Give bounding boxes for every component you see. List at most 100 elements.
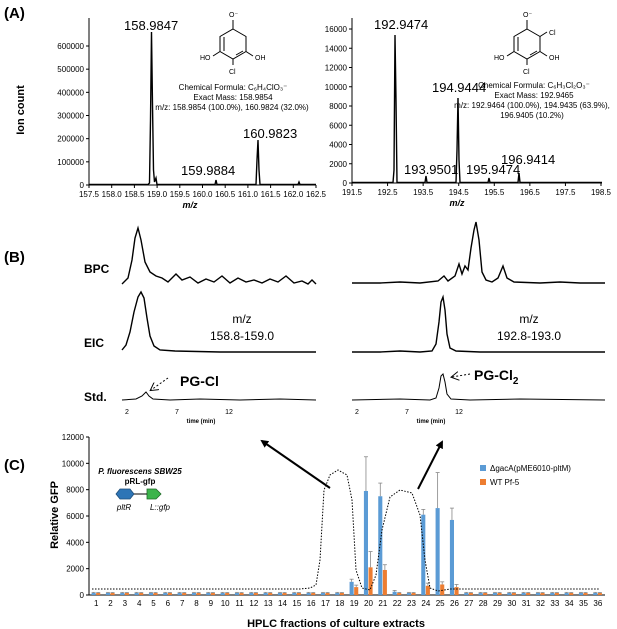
gfp-bar-wt-11 [239, 593, 244, 595]
formula-right-2: Exact Mass: 192.9465 [494, 91, 574, 100]
eic-trace-right [352, 294, 605, 353]
gfp-tick-label: 12000 [62, 433, 85, 442]
y-tick-label: 16000 [325, 25, 348, 34]
y-tick-label: 500000 [57, 65, 84, 74]
fraction-label: 3 [123, 599, 128, 608]
gfp-bar-gaca-16 [306, 593, 311, 595]
time-tick-right-7: 7 [405, 409, 409, 416]
gfp-bar-wt-34 [569, 593, 574, 595]
gfp-bar-wt-26 [454, 587, 459, 595]
ion-count-ticks: 0 100000 200000 300000 400000 500000 600000 [57, 42, 89, 190]
gfp-bar-gaca-36 [593, 593, 598, 595]
fraction-label: 19 [350, 599, 359, 608]
y-tick-label: 400000 [57, 88, 84, 97]
gfp-bar-wt-33 [554, 593, 559, 595]
fraction-label: 8 [194, 599, 199, 608]
fraction-label: 12 [249, 599, 258, 608]
gfp-bar-gaca-5 [148, 593, 153, 595]
plasmid-label: pRL-gfp [125, 477, 156, 486]
formula-right-4: 196.9405 (10.2%) [500, 111, 564, 120]
gfp-bar-wt-19 [354, 587, 359, 595]
gfp-bar-gaca-28 [478, 593, 483, 595]
gfp-bar-gaca-2 [105, 593, 110, 595]
std-trace-left [121, 391, 317, 401]
fraction-label: 21 [378, 599, 387, 608]
formula-left-3: m/z: 158.9854 (100.0%), 160.9824 (32.0%) [155, 103, 309, 112]
gfp-bar-gaca-26 [449, 519, 454, 595]
gfp-bar-gaca-22 [392, 591, 397, 595]
formula-right-3: m/z: 192.9464 (100.0%), 194.9435 (63.9%)… [454, 101, 610, 110]
gfp-bar-wt-15 [296, 593, 301, 595]
structure-left-oh: OH [255, 55, 266, 62]
fraction-label: 6 [166, 599, 171, 608]
std-right-arrow [452, 374, 471, 377]
gfp-chart-bars [91, 456, 602, 595]
fraction-label: 15 [292, 599, 301, 608]
x-tick-label: 196.5 [520, 188, 541, 197]
x-tick-label: 192.5 [378, 188, 399, 197]
y-tick-label: 2000 [329, 160, 347, 169]
gfp-bar-wt-20 [368, 567, 373, 595]
x-tick-label: 159.5 [170, 190, 191, 199]
gfp-gene-icon [146, 488, 162, 500]
gfp-chart-axes: 0 2000 4000 6000 8000 10000 12000 [62, 433, 605, 600]
fraction-label: 36 [593, 599, 602, 608]
gfp-bar-gaca-17 [320, 593, 325, 595]
y-tick-label: 4000 [329, 141, 347, 150]
peak-label-158: 158.9847 [124, 18, 178, 33]
fraction-label: 1 [94, 599, 99, 608]
fraction-label: 30 [507, 599, 516, 608]
x-tick-label: 162.0 [283, 190, 304, 199]
peak-label-196: 196.9414 [501, 152, 555, 167]
structure-right-ho: HO [494, 55, 505, 62]
x-tick-label: 160.0 [192, 190, 213, 199]
gfp-bar-gaca-15 [292, 593, 297, 595]
gfp-bar-wt-7 [182, 593, 187, 595]
x-tick-label: 160.5 [215, 190, 236, 199]
fraction-label: 20 [364, 599, 373, 608]
y-tick-label: 6000 [329, 121, 347, 130]
gfp-bar-wt-16 [311, 593, 316, 595]
gfp-bar-gaca-10 [220, 593, 225, 595]
fraction-label: 34 [565, 599, 574, 608]
std-trace-right [351, 373, 606, 401]
fraction-label: 11 [235, 599, 244, 608]
fraction-label: 35 [579, 599, 588, 608]
x-tick-label: 195.5 [484, 188, 505, 197]
gfp-bar-wt-32 [540, 593, 545, 595]
y-tick-label: 14000 [325, 44, 348, 53]
arrow-to-left-eic [260, 439, 331, 489]
gfp-bar-gaca-12 [249, 593, 254, 595]
gfp-tick-label: 8000 [66, 486, 84, 495]
legend-swatch-0 [480, 465, 486, 471]
legend-label-1: WT Pf-5 [490, 478, 520, 487]
fraction-label: 14 [278, 599, 287, 608]
gfp-bar-wt-25 [440, 584, 445, 595]
gfp-bar-wt-28 [483, 593, 488, 595]
fraction-ticks: 1 2 3 4 5 6 7 8 9 10 11 12 13 14 15 16 17 18 19 20 21 22 23 24 2… [94, 599, 603, 608]
time-tick-left-12: 12 [225, 409, 233, 416]
formula-left-2: Exact Mass: 158.9854 [193, 93, 273, 102]
gfp-bar-wt-23 [411, 593, 416, 595]
fraction-label: 24 [421, 599, 430, 608]
gfp-bar-gaca-13 [263, 593, 268, 595]
fraction-label: 32 [536, 599, 545, 608]
gfp-bar-gaca-7 [177, 593, 182, 595]
right-count-ticks: 0 2000 4000 6000 8000 10000 12000 14000 16000 [325, 25, 352, 188]
fraction-label: 17 [321, 599, 330, 608]
gfp-bar-wt-1 [96, 593, 101, 595]
gfp-bar-wt-6 [167, 593, 172, 595]
gfp-bar-gaca-32 [535, 593, 540, 595]
peak-label-160: 160.9823 [243, 126, 297, 141]
chart-legend: ΔgacA(pME6010-pltM) WT Pf-5 [480, 464, 571, 487]
arrow-to-right-eic [417, 440, 443, 490]
gfp-bar-wt-8 [196, 593, 201, 595]
gfp-bar-wt-35 [583, 593, 588, 595]
mz-ticks-left: 157.5 158.0 158.5 159.0 159.5 160.0 160.5 161.0… [79, 185, 327, 199]
structure-right-cl2: Cl [523, 69, 530, 76]
gfp-bar-wt-14 [282, 593, 287, 595]
gfp-bar-wt-31 [526, 593, 531, 595]
gfp-bar-gaca-25 [435, 508, 440, 595]
time-axis-left: 2 7 12 time (min) [125, 409, 233, 425]
gfp-bar-wt-22 [397, 593, 402, 595]
